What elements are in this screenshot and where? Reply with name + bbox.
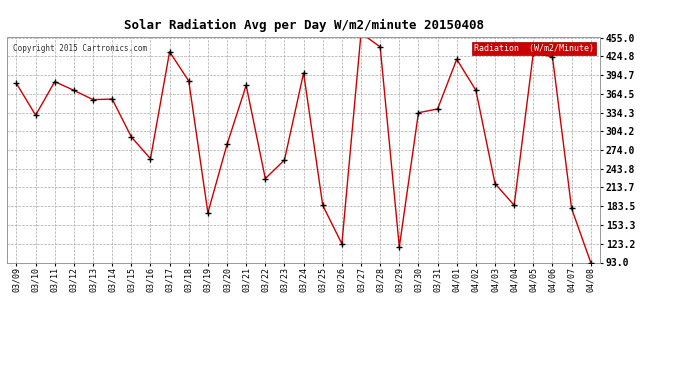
Text: Solar Radiation Avg per Day W/m2/minute 20150408: Solar Radiation Avg per Day W/m2/minute … — [124, 19, 484, 32]
Text: Radiation  (W/m2/Minute): Radiation (W/m2/Minute) — [474, 44, 594, 53]
Text: Copyright 2015 Cartronics.com: Copyright 2015 Cartronics.com — [13, 44, 147, 53]
